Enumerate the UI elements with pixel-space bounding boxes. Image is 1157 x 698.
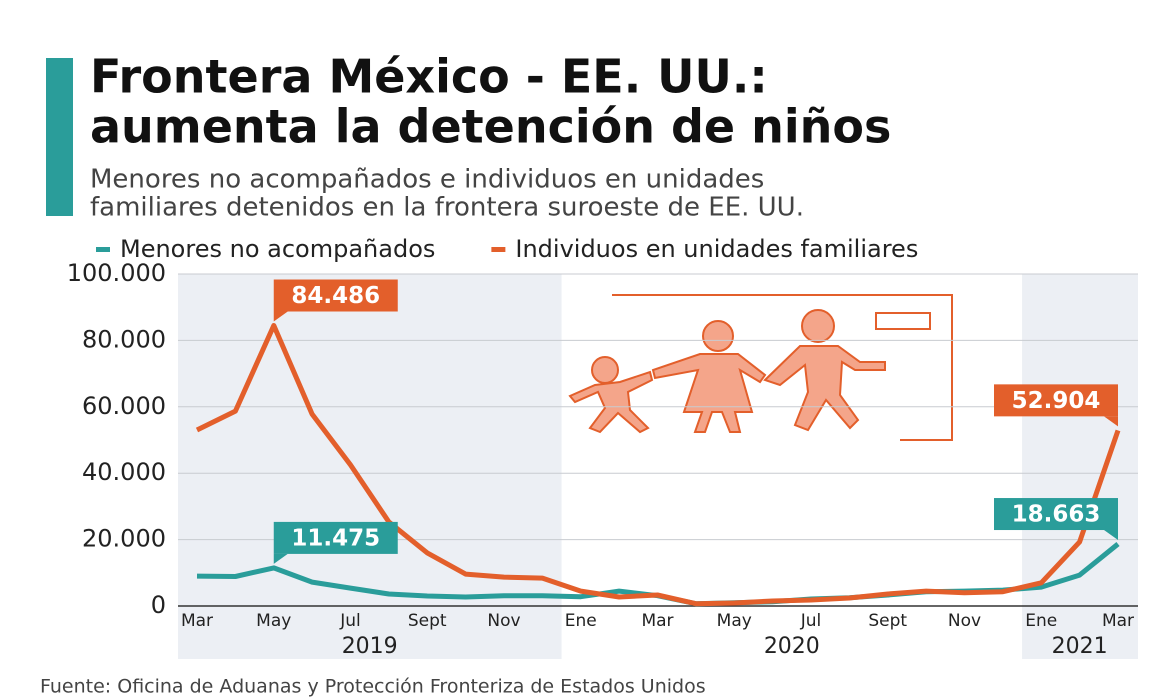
mother-body bbox=[651, 353, 767, 433]
data-label-text: 18.663 bbox=[1012, 502, 1101, 528]
child-body bbox=[568, 370, 654, 434]
illustration bbox=[568, 294, 953, 441]
year-label: 2021 bbox=[1052, 634, 1108, 659]
year-shade bbox=[1022, 274, 1138, 659]
illustration-frame bbox=[612, 294, 953, 441]
x-tick-label: Mar bbox=[1102, 611, 1134, 631]
data-label-text: 11.475 bbox=[291, 525, 380, 551]
legend-label: Menores no acompañados bbox=[120, 235, 435, 263]
child-head bbox=[591, 356, 619, 384]
data-label: 52.904 bbox=[994, 384, 1118, 427]
x-tick-label: Nov bbox=[487, 611, 520, 631]
father-body bbox=[763, 345, 886, 432]
data-label-text: 52.904 bbox=[1012, 388, 1101, 414]
title-accent bbox=[46, 58, 73, 216]
x-tick-label: May bbox=[717, 611, 752, 631]
label-pointer bbox=[273, 311, 288, 322]
label-box bbox=[994, 498, 1118, 531]
x-tick-label: Mar bbox=[181, 611, 213, 631]
y-tick-label: 20.000 bbox=[82, 525, 166, 553]
x-tick-label: Sept bbox=[408, 611, 447, 631]
legend-swatch bbox=[491, 247, 506, 252]
illustration-gate bbox=[875, 312, 931, 330]
chart-title: Frontera México - EE. UU.: bbox=[90, 50, 768, 104]
x-tick-label: Ene bbox=[1025, 611, 1057, 631]
data-label: 84.486 bbox=[273, 279, 398, 322]
label-pointer bbox=[1104, 530, 1118, 541]
chart-subtitle: familiares detenidos en la frontera suro… bbox=[90, 193, 804, 223]
father-head bbox=[801, 309, 835, 343]
source: Fuente: Oficina de Aduanas y Protección … bbox=[40, 676, 706, 698]
legend-label: Individuos en unidades familiares bbox=[515, 235, 918, 263]
plot: Menores no acompañados Individuos en unid… bbox=[67, 235, 1138, 659]
data-label-text: 84.486 bbox=[291, 283, 380, 309]
label-box bbox=[273, 521, 398, 554]
series-line bbox=[195, 323, 1121, 607]
y-tick-label: 40.000 bbox=[82, 458, 166, 486]
data-label: 18.663 bbox=[994, 498, 1118, 541]
label-pointer bbox=[1104, 416, 1118, 427]
legend-swatch bbox=[96, 247, 110, 252]
x-tick-label: Jul bbox=[339, 611, 361, 631]
y-tick-label: 80.000 bbox=[82, 325, 166, 353]
label-pointer bbox=[273, 553, 288, 564]
label-box bbox=[994, 384, 1118, 417]
x-tick-label: Sept bbox=[868, 611, 907, 631]
x-tick-label: May bbox=[256, 611, 291, 631]
y-tick-label: 100.000 bbox=[67, 259, 166, 287]
mother-head bbox=[702, 320, 734, 352]
x-tick-label: Jul bbox=[800, 611, 822, 631]
data-label: 11.475 bbox=[273, 521, 398, 564]
year-shade bbox=[178, 274, 562, 659]
chart-subtitle: Menores no acompañados e individuos en u… bbox=[90, 165, 764, 195]
y-tick-label: 60.000 bbox=[82, 392, 166, 420]
y-tick-label: 0 bbox=[151, 591, 166, 619]
year-label: 2020 bbox=[764, 634, 820, 659]
year-label: 2019 bbox=[342, 634, 398, 659]
x-tick-label: Nov bbox=[948, 611, 981, 631]
chart-title: aumenta la detención de niños bbox=[90, 100, 891, 154]
x-tick-label: Ene bbox=[565, 611, 597, 631]
label-box bbox=[273, 279, 398, 312]
x-tick-label: Mar bbox=[641, 611, 673, 631]
